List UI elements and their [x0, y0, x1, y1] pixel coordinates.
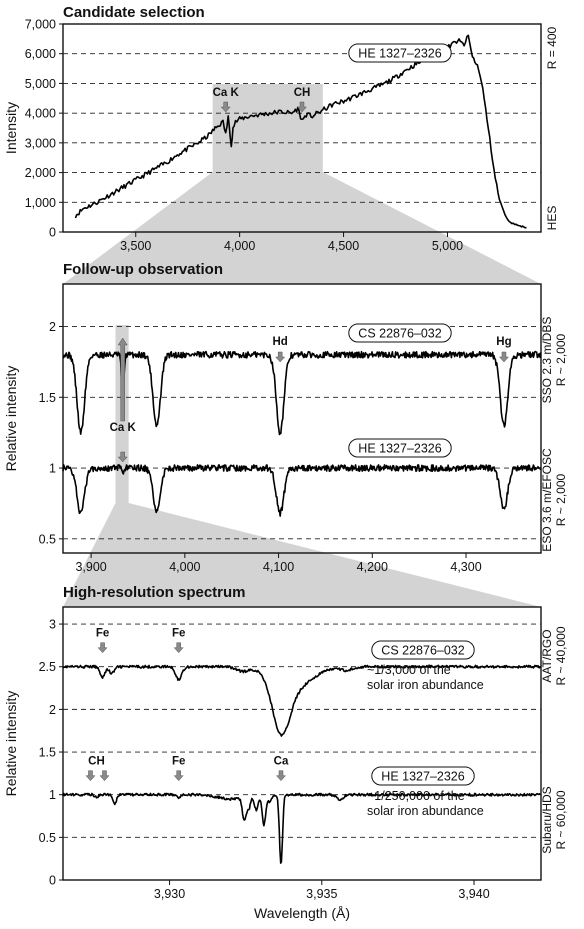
instrument-label: R ~ 2,000 [554, 333, 568, 386]
zoom-connector-1 [63, 172, 541, 284]
y-tick-label: 3 [49, 618, 56, 632]
x-tick-label: 4,300 [450, 560, 481, 574]
instrument-label: SSO 2.3 m/DBS [540, 317, 554, 404]
y-tick-label: 0.5 [39, 831, 56, 845]
series-label-pill [371, 766, 475, 786]
x-tick-label: 4,100 [263, 560, 294, 574]
line-annotation: Hg [496, 336, 511, 348]
y-tick-label: 1.5 [39, 746, 56, 760]
y-tick-label: 1 [49, 788, 56, 802]
plot-frame [62, 283, 542, 554]
abundance-note: ~1/250,000 of the [367, 789, 465, 803]
annotation-arrow [498, 351, 510, 363]
chart-title: High-resolution spectrum [63, 584, 246, 601]
annotation-arrow [275, 770, 287, 782]
plot-frame [62, 606, 542, 881]
series-label: CS 22876–032 [358, 327, 441, 341]
y-axis-label: Relative intensity [3, 366, 19, 472]
series-label: HE 1327–2326 [381, 770, 464, 784]
line-annotation: Ca K [213, 87, 240, 99]
series-line [62, 664, 541, 737]
y-tick-label: 1 [49, 462, 56, 476]
annotation-arrow [99, 770, 110, 782]
y-axis-label: Intensity [3, 102, 19, 154]
x-tick-label: 3,930 [154, 887, 185, 901]
x-tick-label: 3,940 [458, 887, 489, 901]
plot-frame [62, 23, 542, 233]
annotation-arrow [220, 101, 231, 113]
chart-title: Follow-up observation [63, 261, 223, 278]
y-tick-label: 0.5 [39, 532, 56, 546]
x-tick-label: 5,000 [432, 239, 463, 253]
y-tick-label: 2 [49, 320, 56, 334]
x-tick-label: 4,200 [357, 560, 388, 574]
y-tick-label: 7,000 [25, 18, 56, 32]
instrument-label: AAT/RGO [540, 629, 554, 682]
y-tick-label: 0 [49, 226, 56, 240]
annotation-arrow [173, 642, 184, 654]
instrument-label: R ~ 40,000 [554, 626, 568, 685]
annotation-arrow [97, 642, 108, 654]
instrument-label: R ~ 60,000 [554, 790, 568, 849]
series-label-pill [348, 43, 452, 63]
y-tick-label: 5,000 [25, 77, 56, 91]
y-axis-label: Relative intensity [3, 691, 19, 797]
annotation-arrow [275, 351, 286, 363]
annotation-arrow-up [117, 337, 128, 422]
line-annotation: Hd [272, 336, 287, 348]
series-line [62, 464, 542, 517]
y-tick-label: 3,000 [25, 136, 56, 150]
line-annotation: CH [88, 756, 105, 768]
y-tick-label: 4,000 [25, 107, 56, 121]
series-line [62, 350, 542, 436]
x-tick-label: 4,000 [224, 239, 255, 253]
y-tick-label: 6,000 [25, 47, 56, 61]
x-tick-label: 3,935 [306, 887, 337, 901]
y-tick-label: 2.5 [39, 660, 56, 674]
series-label-pill [371, 640, 475, 660]
zoom-connector-2 [63, 503, 541, 607]
x-tick-label: 3,500 [120, 239, 151, 253]
abundance-note: solar iron abundance [367, 804, 484, 818]
line-annotation: Ca K [110, 422, 137, 434]
line-annotation: CH [294, 87, 311, 99]
line-annotation: Fe [96, 628, 109, 640]
x-tick-label: 3,900 [75, 560, 106, 574]
series-label: HE 1327–2326 [358, 47, 441, 61]
instrument-label: R = 400 [545, 26, 559, 69]
series-label: HE 1327–2326 [358, 442, 441, 456]
line-annotation: Fe [172, 756, 185, 768]
y-tick-label: 0 [49, 874, 56, 888]
y-tick-label: 1.5 [39, 391, 56, 405]
series-line [74, 34, 527, 229]
annotation-arrow [296, 101, 308, 113]
y-tick-label: 1,000 [25, 196, 56, 210]
line-annotation: Ca [274, 756, 289, 768]
instrument-label: ESO 3.6 m/EFOSC [540, 448, 554, 552]
instrument-label: R ~ 2,000 [554, 473, 568, 526]
y-tick-label: 2,000 [25, 166, 56, 180]
annotation-arrow [85, 770, 96, 782]
chart-title: Candidate selection [63, 4, 205, 21]
abundance-note: ~1/3,000 of the [367, 663, 451, 677]
series-line [62, 792, 541, 864]
line-annotation: Fe [172, 628, 185, 640]
instrument-label: HES [545, 206, 559, 231]
annotation-arrow [173, 770, 184, 782]
y-tick-label: 2 [49, 703, 56, 717]
highlight-band-candidate [212, 84, 323, 172]
x-tick-label: 4,000 [169, 560, 200, 574]
annotation-arrow [117, 451, 128, 463]
series-label: CS 22876–032 [381, 644, 464, 658]
instrument-label: Subaru/HDS [540, 786, 554, 853]
abundance-note: solar iron abundance [367, 678, 484, 692]
x-axis-label: Wavelength (Å) [254, 905, 350, 921]
series-label-pill [348, 438, 452, 458]
series-label-pill [348, 323, 452, 343]
x-tick-label: 4,500 [328, 239, 359, 253]
